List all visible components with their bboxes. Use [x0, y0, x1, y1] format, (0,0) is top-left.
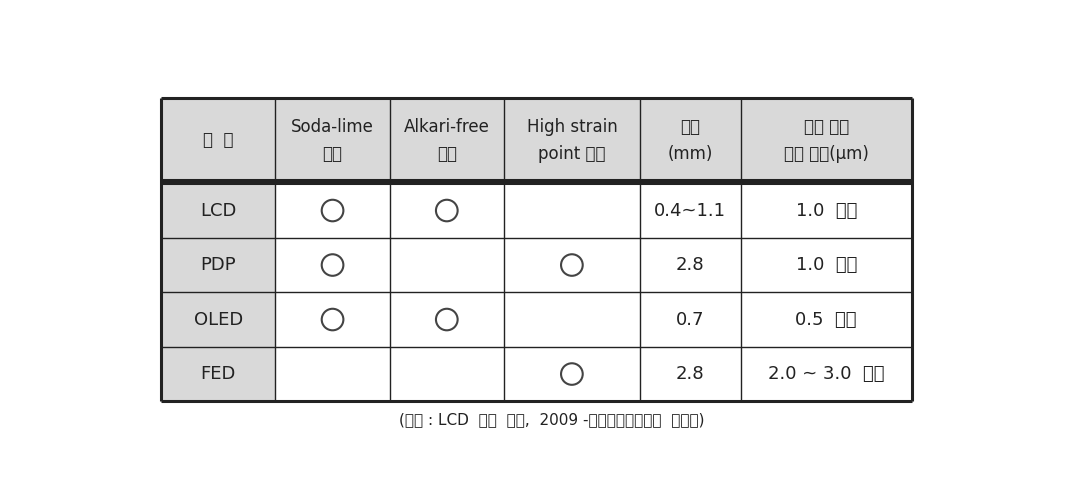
Bar [275, 292, 390, 347]
Text: 1.0  이하: 1.0 이하 [795, 201, 856, 219]
Bar [275, 98, 390, 183]
Text: PDP: PDP [200, 256, 236, 274]
Text: 1.0  이하: 1.0 이하 [795, 256, 856, 274]
Bar [504, 98, 640, 183]
Text: 구  분: 구 분 [203, 131, 233, 149]
Text: 허용 오염
입자 크기(μm): 허용 오염 입자 크기(μm) [783, 118, 868, 162]
Text: OLED: OLED [194, 310, 243, 329]
Bar [640, 292, 740, 347]
Text: Alkari-free
유리: Alkari-free 유리 [404, 118, 490, 162]
Bar [390, 347, 504, 401]
Text: 0.5  이하: 0.5 이하 [795, 310, 856, 329]
Text: 두께
(mm): 두께 (mm) [667, 118, 713, 162]
Bar [740, 292, 911, 347]
Bar [275, 347, 390, 401]
Bar [161, 238, 275, 292]
Bar [161, 183, 275, 238]
Text: 2.8: 2.8 [676, 256, 705, 274]
Text: 2.8: 2.8 [676, 365, 705, 383]
Text: (출처 : LCD  유리  원판,  2009 -한국과학기술정보  연구원): (출처 : LCD 유리 원판, 2009 -한국과학기술정보 연구원) [399, 412, 704, 427]
Bar [275, 238, 390, 292]
Bar [740, 183, 911, 238]
Bar [640, 238, 740, 292]
Text: 2.0 ~ 3.0  이하: 2.0 ~ 3.0 이하 [768, 365, 884, 383]
Bar [640, 183, 740, 238]
Bar [390, 98, 504, 183]
Bar [504, 292, 640, 347]
Bar [504, 238, 640, 292]
Bar [504, 183, 640, 238]
Bar [640, 347, 740, 401]
Text: High strain
point 유리: High strain point 유리 [526, 118, 618, 162]
Bar [161, 292, 275, 347]
Bar [390, 183, 504, 238]
Bar [740, 98, 911, 183]
Bar [390, 238, 504, 292]
Text: FED: FED [200, 365, 236, 383]
Bar [640, 98, 740, 183]
Bar [740, 347, 911, 401]
Bar [504, 347, 640, 401]
Text: 0.7: 0.7 [676, 310, 705, 329]
Bar [161, 347, 275, 401]
Text: Soda-lime
유리: Soda-lime 유리 [292, 118, 374, 162]
Text: LCD: LCD [200, 201, 237, 219]
Bar [275, 183, 390, 238]
Bar [740, 238, 911, 292]
Text: 0.4~1.1: 0.4~1.1 [654, 201, 726, 219]
Bar [390, 292, 504, 347]
Bar [161, 98, 275, 183]
